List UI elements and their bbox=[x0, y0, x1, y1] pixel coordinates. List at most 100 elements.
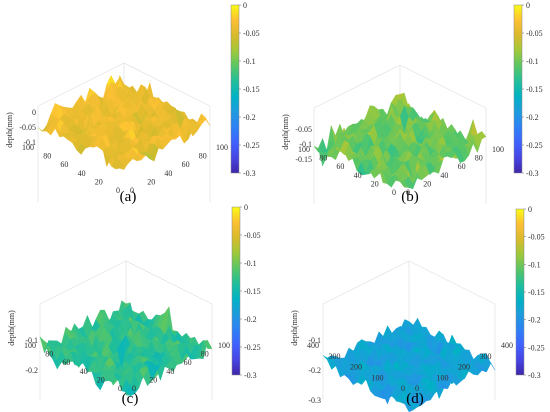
y-tick-label: 40 bbox=[78, 169, 86, 178]
y-tick-label: 200 bbox=[350, 363, 362, 372]
colorbar-tick-label: -0.1 bbox=[526, 57, 539, 66]
x-tick-label: 40 bbox=[440, 171, 448, 180]
y-tick-label: 40 bbox=[80, 367, 88, 376]
y-tick-label: 100 bbox=[298, 145, 310, 154]
box-edge bbox=[123, 62, 211, 107]
x-tick-label: 20 bbox=[147, 177, 155, 186]
colorbar-tick-label: -0.1 bbox=[243, 57, 256, 66]
colorbar-tick-label: -0.15 bbox=[528, 288, 545, 297]
panel-a: 0 20 40 60 80 100 0 20 40 60 80 100 0 -0.05 -0.1 depth(… bbox=[5, 1, 260, 205]
x-tick-label: 200 bbox=[458, 363, 470, 372]
z-tick-label: -0.15 bbox=[295, 155, 312, 164]
x-tick-label: 100 bbox=[216, 143, 228, 152]
panel-label: (c) bbox=[122, 391, 139, 407]
z-tick-label: -0.1 bbox=[308, 336, 321, 345]
y-tick-label: 0 bbox=[118, 384, 122, 393]
y-tick-label: 60 bbox=[336, 162, 344, 171]
y-tick-label: 20 bbox=[97, 375, 105, 384]
surface-facet bbox=[395, 92, 405, 101]
z-tick-label: 0 bbox=[32, 108, 36, 117]
x-tick-label: 100 bbox=[492, 145, 504, 154]
panel-label: (a) bbox=[120, 189, 137, 205]
colorbar-tick-label: 0 bbox=[243, 1, 247, 10]
x-tick-label: 0 bbox=[406, 188, 410, 197]
colorbar-tick-label: -0.15 bbox=[526, 85, 543, 94]
x-tick-label: 100 bbox=[218, 341, 230, 350]
z-tick-label: -0.1 bbox=[299, 140, 312, 149]
box-edge bbox=[399, 64, 487, 109]
colorbar bbox=[513, 4, 523, 174]
y-tick-label: 80 bbox=[43, 152, 51, 161]
x-tick-label: 60 bbox=[182, 160, 190, 169]
colorbar-tick-label: -0.2 bbox=[244, 315, 257, 324]
y-tick-label: 40 bbox=[354, 171, 362, 180]
box-edge bbox=[322, 260, 410, 305]
z-tick-label: -0.05 bbox=[19, 123, 36, 132]
surface-facet bbox=[121, 300, 131, 308]
colorbar-tick-label: -0.1 bbox=[528, 260, 541, 269]
panel-b: 0 20 40 60 80 100 0 20 40 60 80 100 -0.05 -0.1 -0.15 de… bbox=[281, 1, 543, 205]
colorbar-tick-label: -0.25 bbox=[243, 141, 260, 150]
colorbar-tick-label: -0.15 bbox=[244, 287, 261, 296]
box-edge bbox=[125, 260, 213, 305]
box-edge bbox=[39, 260, 127, 305]
y-tick-label: 100 bbox=[24, 341, 36, 350]
x-tick-label: 100 bbox=[437, 373, 449, 382]
colorbar-tick-label: -0.05 bbox=[528, 233, 545, 242]
x-tick-label: 40 bbox=[166, 367, 174, 376]
y-tick-label: 400 bbox=[307, 341, 319, 350]
y-tick-label: 100 bbox=[22, 143, 34, 152]
z-axis-label: depth(mm) bbox=[290, 310, 299, 346]
z-tick-label: -0.05 bbox=[295, 125, 312, 134]
colorbar-tick-label: -0.2 bbox=[528, 316, 541, 325]
colorbar-tick-label: -0.1 bbox=[244, 259, 257, 268]
colorbar-tick-label: -0.2 bbox=[243, 113, 256, 122]
box-edge bbox=[313, 64, 401, 109]
colorbar-tick-label: -0.3 bbox=[243, 169, 256, 178]
colorbar-tick-label: -0.05 bbox=[526, 29, 543, 38]
x-tick-label: 20 bbox=[149, 375, 157, 384]
x-tick-label: 0 bbox=[130, 186, 134, 195]
y-tick-label: 300 bbox=[329, 352, 341, 361]
panel-label: (d) bbox=[406, 391, 424, 407]
panel-c: 020406080100020406080100-0.1-0.2depth(mm… bbox=[7, 203, 261, 407]
x-tick-label: 300 bbox=[480, 352, 492, 361]
x-tick-label: 80 bbox=[199, 152, 207, 161]
z-tick-label: -0.2 bbox=[308, 366, 321, 375]
y-tick-label: 0 bbox=[392, 188, 396, 197]
y-tick-label: 60 bbox=[60, 160, 68, 169]
z-axis-label: depth(mm) bbox=[281, 114, 290, 150]
y-tick-label: 60 bbox=[62, 358, 70, 367]
y-tick-label: 0 bbox=[116, 186, 120, 195]
x-tick-label: 60 bbox=[184, 358, 192, 367]
x-tick-label: 80 bbox=[201, 350, 209, 359]
x-tick-label: 400 bbox=[501, 341, 513, 350]
z-tick-label: -0.1 bbox=[25, 336, 38, 345]
colorbar-tick-label: -0.25 bbox=[244, 343, 261, 352]
colorbar-tick-label: -0.25 bbox=[528, 343, 545, 352]
z-axis-label: depth(mm) bbox=[5, 112, 14, 148]
colorbar-tick-label: -0.2 bbox=[526, 113, 539, 122]
colorbar-tick-label: -0.15 bbox=[243, 85, 260, 94]
panel-d: 01002003004000100200300400-0.1-0.2-0.3de… bbox=[290, 205, 545, 412]
y-tick-label: 80 bbox=[45, 350, 53, 359]
y-tick-label: 20 bbox=[371, 179, 379, 188]
box-edge bbox=[37, 62, 125, 107]
y-tick-label: 20 bbox=[95, 177, 103, 186]
box-edge bbox=[408, 260, 496, 305]
colorbar bbox=[515, 208, 525, 376]
x-tick-label: 60 bbox=[458, 162, 466, 171]
x-tick-label: 0 bbox=[415, 384, 419, 393]
x-tick-label: 0 bbox=[132, 384, 136, 393]
surface-facet bbox=[404, 319, 414, 326]
panel-label: (b) bbox=[401, 189, 419, 205]
y-tick-label: 0 bbox=[401, 384, 405, 393]
x-tick-label: 80 bbox=[475, 154, 483, 163]
colorbar-tick-label: -0.3 bbox=[528, 371, 541, 380]
colorbar-tick-label: -0.3 bbox=[526, 169, 539, 178]
x-tick-label: 40 bbox=[164, 169, 172, 178]
y-tick-label: 100 bbox=[372, 373, 384, 382]
colorbar-tick-label: -0.05 bbox=[244, 231, 261, 240]
z-tick-label: -0.2 bbox=[25, 366, 38, 375]
